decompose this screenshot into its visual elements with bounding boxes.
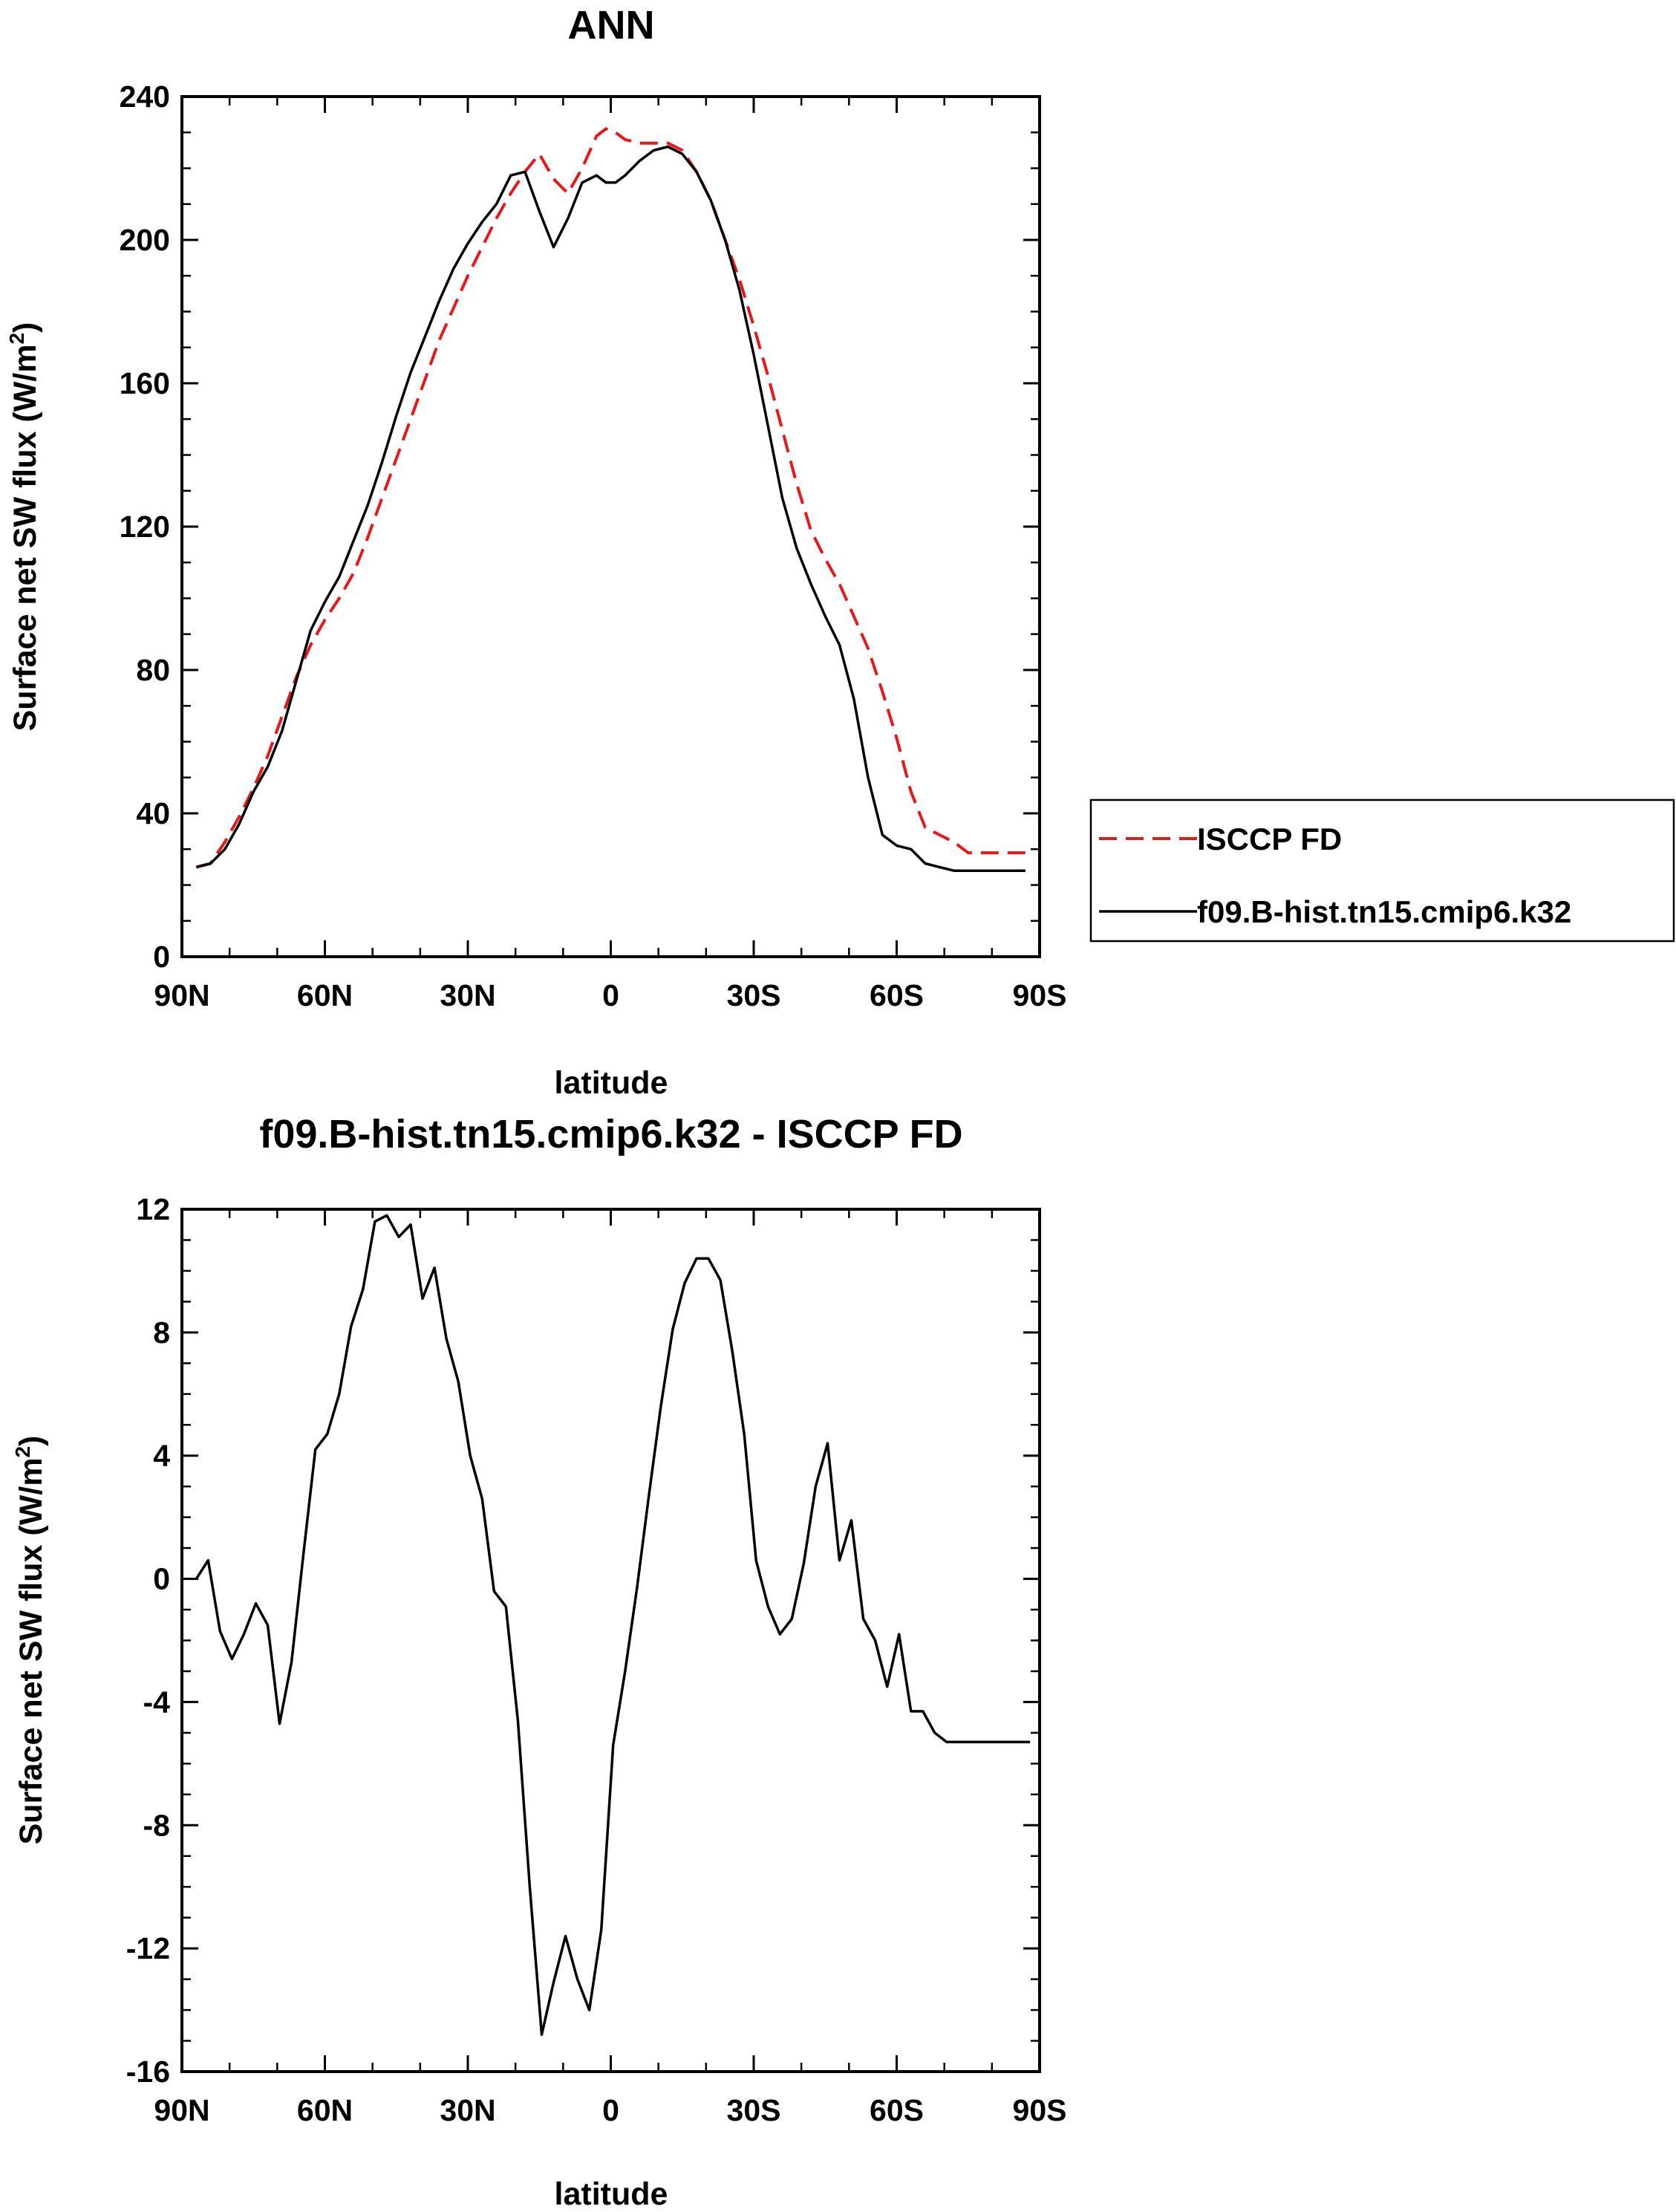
- bottom-y-tick-label: 8: [153, 1315, 170, 1350]
- top-series-line-0: [195, 127, 1026, 869]
- bottom-x-tick-label: 0: [602, 2093, 619, 2127]
- top-y-tick-label: 200: [120, 223, 170, 257]
- top-y-axis-label: Surface net SW flux (W/m2): [5, 322, 43, 732]
- top-y-tick-label: 160: [120, 366, 170, 400]
- bottom-y-axis-label: Surface net SW flux (W/m2): [11, 1436, 49, 1845]
- legend-box: [1089, 798, 1675, 943]
- top-series-line-1: [195, 145, 1026, 872]
- bottom-x-tick-label: 90S: [1013, 2093, 1067, 2127]
- top-chart-title: ANN: [568, 3, 655, 48]
- bottom-y-tick-label: -12: [126, 1931, 170, 1965]
- top-ticks: 90N 60N 30N 0 30S 60S 90S 0 40 80 120 160 200 240: [120, 79, 1067, 1012]
- top-x-tick-label: 60S: [870, 978, 924, 1012]
- bottom-ticks: 90N 60N 30N 0 30S 60S 90S -16 -12 -8 -4 0 4 8 12: [126, 1192, 1067, 2127]
- legend: ISCCP FD f09.B-hist.tn15.cmip6.k32: [1089, 798, 1675, 943]
- top-x-tick-label: 30N: [440, 978, 495, 1012]
- climatology-panel: ANN 90N 60N 30N 0 30S 60S 90S 0 40 80 120 160 200 240…: [5, 3, 1675, 1101]
- top-x-tick-label: 0: [602, 978, 619, 1012]
- top-x-tick-label: 30S: [727, 978, 781, 1012]
- bottom-y-tick-label: 12: [136, 1192, 170, 1226]
- bottom-x-tick-label: 90N: [154, 2093, 209, 2127]
- top-y-tick-label: 40: [136, 796, 170, 830]
- legend-label-model: f09.B-hist.tn15.cmip6.k32: [1197, 894, 1571, 929]
- bottom-plot-frame: [180, 1208, 1041, 2073]
- top-x-tick-label: 90N: [154, 978, 209, 1012]
- top-y-label-main: Surface net SW flux (W/m: [7, 345, 43, 732]
- bottom-x-tick-label: 60N: [297, 2093, 353, 2127]
- bottom-y-tick-label: 4: [153, 1439, 170, 1473]
- bottom-plot-area: 90N 60N 30N 0 30S 60S 90S -16 -12 -8 -4 0 4 8 12: [126, 1192, 1067, 2127]
- bottom-x-axis-label: latitude: [555, 2176, 668, 2212]
- bottom-y-tick-label: 0: [153, 1562, 170, 1596]
- bottom-y-tick-label: -16: [126, 2055, 170, 2089]
- top-y-label-close: ): [7, 322, 43, 333]
- top-x-tick-label: 90S: [1013, 978, 1067, 1012]
- top-x-axis-label: latitude: [555, 1065, 668, 1101]
- bottom-y-label-main: Surface net SW flux (W/m: [13, 1458, 49, 1845]
- bottom-y-label-superscript: 2: [11, 1446, 34, 1458]
- bottom-chart-title: f09.B-hist.tn15.cmip6.k32 - ISCCP FD: [259, 1112, 962, 1157]
- bottom-x-tick-label: 60S: [870, 2093, 924, 2127]
- top-y-tick-label: 0: [153, 940, 170, 974]
- legend-label-isccp: ISCCP FD: [1197, 822, 1342, 856]
- top-y-tick-label: 240: [120, 79, 170, 114]
- bottom-y-tick-label: -4: [143, 1685, 171, 1719]
- top-y-tick-label: 120: [120, 510, 170, 544]
- bottom-y-tick-label: -8: [143, 1808, 170, 1842]
- top-y-tick-label: 80: [136, 653, 170, 687]
- top-plot-area: 90N 60N 30N 0 30S 60S 90S 0 40 80 120 160 200 240: [120, 79, 1067, 1012]
- bottom-series-line-0: [195, 1214, 1031, 2036]
- top-plot-frame: [180, 95, 1041, 958]
- bottom-x-tick-label: 30S: [727, 2093, 781, 2127]
- top-y-label-superscript: 2: [5, 333, 28, 345]
- bottom-y-label-close: ): [13, 1436, 49, 1446]
- bottom-x-tick-label: 30N: [440, 2093, 495, 2127]
- difference-panel: f09.B-hist.tn15.cmip6.k32 - ISCCP FD 90N…: [11, 1112, 1066, 2212]
- top-x-tick-label: 60N: [297, 978, 353, 1012]
